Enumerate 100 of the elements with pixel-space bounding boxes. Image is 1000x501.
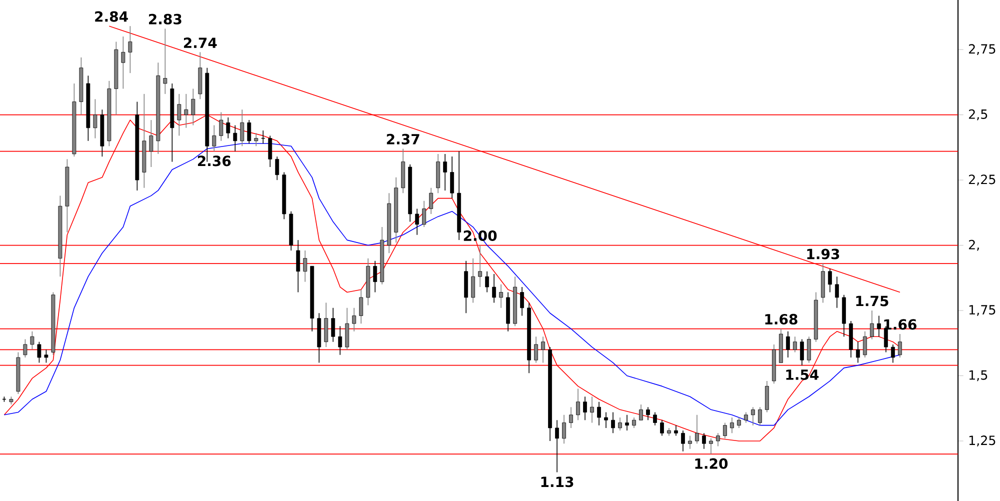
annotation: 1.93	[807, 248, 840, 260]
candlestick	[254, 132, 258, 147]
candlestick	[562, 414, 566, 444]
candlestick	[37, 341, 42, 364]
candlestick	[898, 334, 902, 358]
candlestick	[93, 98, 98, 139]
candlestick	[597, 401, 601, 426]
candlestick	[149, 120, 154, 168]
y-tick-label: 2,75	[968, 44, 996, 56]
candlestick	[618, 417, 622, 431]
candlestick	[247, 120, 252, 144]
candlestick	[876, 315, 881, 338]
candlestick	[184, 94, 188, 128]
candlestick	[212, 124, 216, 152]
candlestick	[604, 412, 608, 428]
y-tick-label: 2,5	[968, 109, 988, 120]
candlestick	[23, 338, 28, 358]
candlestick	[429, 187, 434, 214]
y-tick-label: 2,	[968, 240, 979, 251]
annotation: 1.66	[884, 319, 916, 330]
candlestick	[450, 156, 454, 199]
candlestick	[177, 94, 182, 136]
y-tick-label: 1,25	[969, 436, 996, 446]
annotation: 1.13	[541, 476, 574, 488]
annotation: 2.36	[198, 156, 231, 166]
candlestick	[128, 26, 132, 74]
annotation: 2.37	[386, 134, 420, 144]
candlestick	[163, 28, 168, 94]
candlestick	[240, 109, 244, 147]
candlestick	[296, 240, 300, 293]
candlestick	[793, 336, 797, 353]
candlestick	[646, 406, 650, 421]
candlestick	[807, 336, 811, 364]
candlestick	[44, 349, 48, 364]
candlestick	[275, 156, 280, 180]
candlestick	[751, 406, 755, 426]
candlestick	[709, 438, 713, 454]
candlestick	[632, 417, 636, 428]
candlestick	[352, 308, 356, 332]
candlestick	[226, 117, 230, 139]
candlestick	[758, 406, 762, 426]
candlestick	[583, 396, 587, 421]
y-tick-label: 2,25	[968, 174, 996, 186]
candlestick	[541, 336, 545, 364]
candlestick	[191, 88, 196, 126]
candlestick	[30, 330, 34, 350]
candlestick	[520, 286, 524, 316]
candlestick	[422, 200, 426, 228]
candlestick	[828, 268, 832, 293]
candlestick	[569, 406, 573, 428]
candlestick	[324, 302, 328, 348]
candlestick	[443, 154, 448, 191]
candlestick	[723, 422, 727, 439]
annotation: 2.74	[184, 38, 217, 48]
candlestick	[534, 336, 538, 364]
y-tick-label: 1,75	[969, 305, 996, 316]
candlestick	[345, 308, 350, 350]
y-tick-label: 1,5	[969, 370, 988, 382]
candlestick	[268, 135, 272, 168]
candlestick	[800, 338, 804, 366]
annotation: 2.84	[95, 11, 128, 22]
candlestick	[695, 414, 699, 444]
annotation: 1.75	[856, 296, 888, 306]
candlestick	[555, 420, 559, 473]
candlestick	[786, 330, 790, 358]
candlestick	[303, 250, 308, 282]
candlestick	[338, 326, 342, 356]
candlestick	[611, 412, 615, 434]
candlestick	[660, 420, 664, 436]
candlestick	[373, 260, 378, 293]
candlestick	[765, 380, 769, 413]
candlestick	[359, 289, 364, 324]
candlestick	[653, 412, 657, 426]
candlestick	[415, 208, 420, 236]
candlestick	[499, 284, 503, 308]
candlestick	[702, 432, 706, 450]
candlestick	[737, 417, 741, 428]
candlestick	[576, 388, 580, 421]
candlestick	[639, 404, 643, 421]
candlestick	[625, 414, 629, 431]
candlestick	[331, 308, 336, 342]
candlestick	[856, 341, 860, 364]
annotation: 1.68	[765, 314, 798, 325]
candlestick	[233, 124, 238, 152]
annotation: 1.20	[695, 458, 728, 469]
annotation: 2.83	[148, 14, 182, 24]
candlestick	[492, 274, 496, 304]
candlestick	[890, 344, 895, 364]
candlestick	[471, 258, 476, 304]
candlestick	[485, 270, 490, 293]
candlestick	[688, 435, 692, 450]
candlestick	[674, 424, 678, 436]
candlestick	[681, 430, 685, 452]
candlestick	[716, 432, 720, 447]
candlestick	[744, 412, 748, 424]
candlestick	[478, 244, 482, 288]
candlestick	[834, 276, 839, 308]
candlestick	[219, 112, 224, 142]
candlestick	[870, 310, 874, 340]
candlestick	[121, 36, 126, 90]
